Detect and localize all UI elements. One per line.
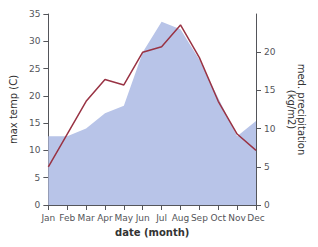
svg-text:Dec: Dec [247, 213, 264, 223]
svg-text:5: 5 [264, 162, 270, 172]
svg-text:Oct: Oct [210, 213, 226, 223]
svg-text:Jun: Jun [135, 213, 150, 223]
svg-text:May: May [115, 213, 134, 223]
svg-text:0: 0 [35, 200, 41, 210]
svg-text:35: 35 [29, 9, 40, 19]
svg-text:(kg/m2): (kg/m2) [286, 90, 297, 130]
svg-text:date (month): date (month) [115, 227, 189, 238]
svg-text:Feb: Feb [59, 213, 75, 223]
svg-text:30: 30 [29, 36, 41, 46]
svg-text:20: 20 [29, 91, 41, 101]
svg-text:Apr: Apr [97, 213, 113, 223]
svg-text:20: 20 [264, 47, 276, 57]
svg-text:10: 10 [264, 124, 276, 134]
svg-text:25: 25 [29, 64, 40, 74]
svg-text:15: 15 [29, 118, 40, 128]
svg-text:Mar: Mar [78, 213, 95, 223]
svg-text:med. precipitation: med. precipitation [295, 63, 307, 156]
svg-text:max temp (C): max temp (C) [8, 75, 19, 144]
svg-text:0: 0 [264, 200, 270, 210]
svg-text:5: 5 [35, 173, 41, 183]
svg-text:10: 10 [29, 145, 41, 155]
svg-text:Sep: Sep [191, 213, 208, 223]
svg-text:Nov: Nov [228, 213, 246, 223]
svg-text:Aug: Aug [172, 213, 190, 223]
svg-text:15: 15 [264, 85, 275, 95]
svg-text:Jan: Jan [40, 213, 55, 223]
svg-text:Jul: Jul [155, 213, 167, 223]
